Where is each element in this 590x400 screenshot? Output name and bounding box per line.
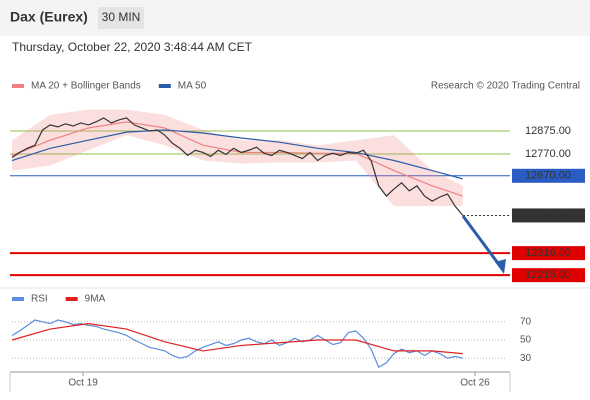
series-line	[11, 319, 463, 369]
level-label: 12875.00	[525, 125, 571, 137]
legend-swatch	[12, 297, 24, 301]
y-tick-label: 30	[520, 353, 532, 364]
level-label-box	[512, 246, 585, 261]
source-note: Research © 2020 Trading Central	[431, 81, 580, 92]
y-tick-label: 50	[520, 335, 532, 346]
legend-label: 9MA	[85, 294, 106, 305]
level-label: 12488.50	[525, 209, 571, 221]
level-label: 12316.00	[525, 247, 571, 259]
header-bar	[0, 0, 590, 36]
level-label-box	[512, 208, 585, 223]
series-line	[11, 323, 463, 355]
level-label: 12670.00	[525, 170, 571, 182]
legend-swatch	[158, 84, 171, 88]
legend-label: RSI	[31, 294, 48, 305]
level-label-box	[512, 168, 585, 183]
y-tick-label: 70	[520, 316, 532, 327]
legend-label: MA 20 + Bollinger Bands	[31, 81, 141, 92]
timestamp: Thursday, October 22, 2020 3:48:44 AM CE…	[12, 40, 253, 54]
bollinger-band	[12, 109, 463, 207]
legend-swatch	[65, 297, 78, 301]
level-label: 12770.00	[525, 148, 571, 160]
timeframe-badge[interactable]	[98, 7, 144, 29]
x-tick-label: Oct 19	[68, 378, 98, 389]
series-line	[11, 129, 463, 180]
forecast-arrow	[461, 215, 502, 267]
x-tick-label: Oct 26	[460, 378, 490, 389]
legend-swatch	[12, 84, 24, 88]
level-label: 12215.00	[525, 269, 571, 281]
price-line	[11, 117, 464, 216]
level-label-box	[512, 268, 585, 283]
forecast-arrowhead	[495, 259, 506, 274]
timeframe[interactable]: 30 MIN	[102, 10, 141, 24]
legend-label: MA 50	[178, 81, 207, 92]
instrument-title: Dax (Eurex)	[10, 9, 88, 25]
